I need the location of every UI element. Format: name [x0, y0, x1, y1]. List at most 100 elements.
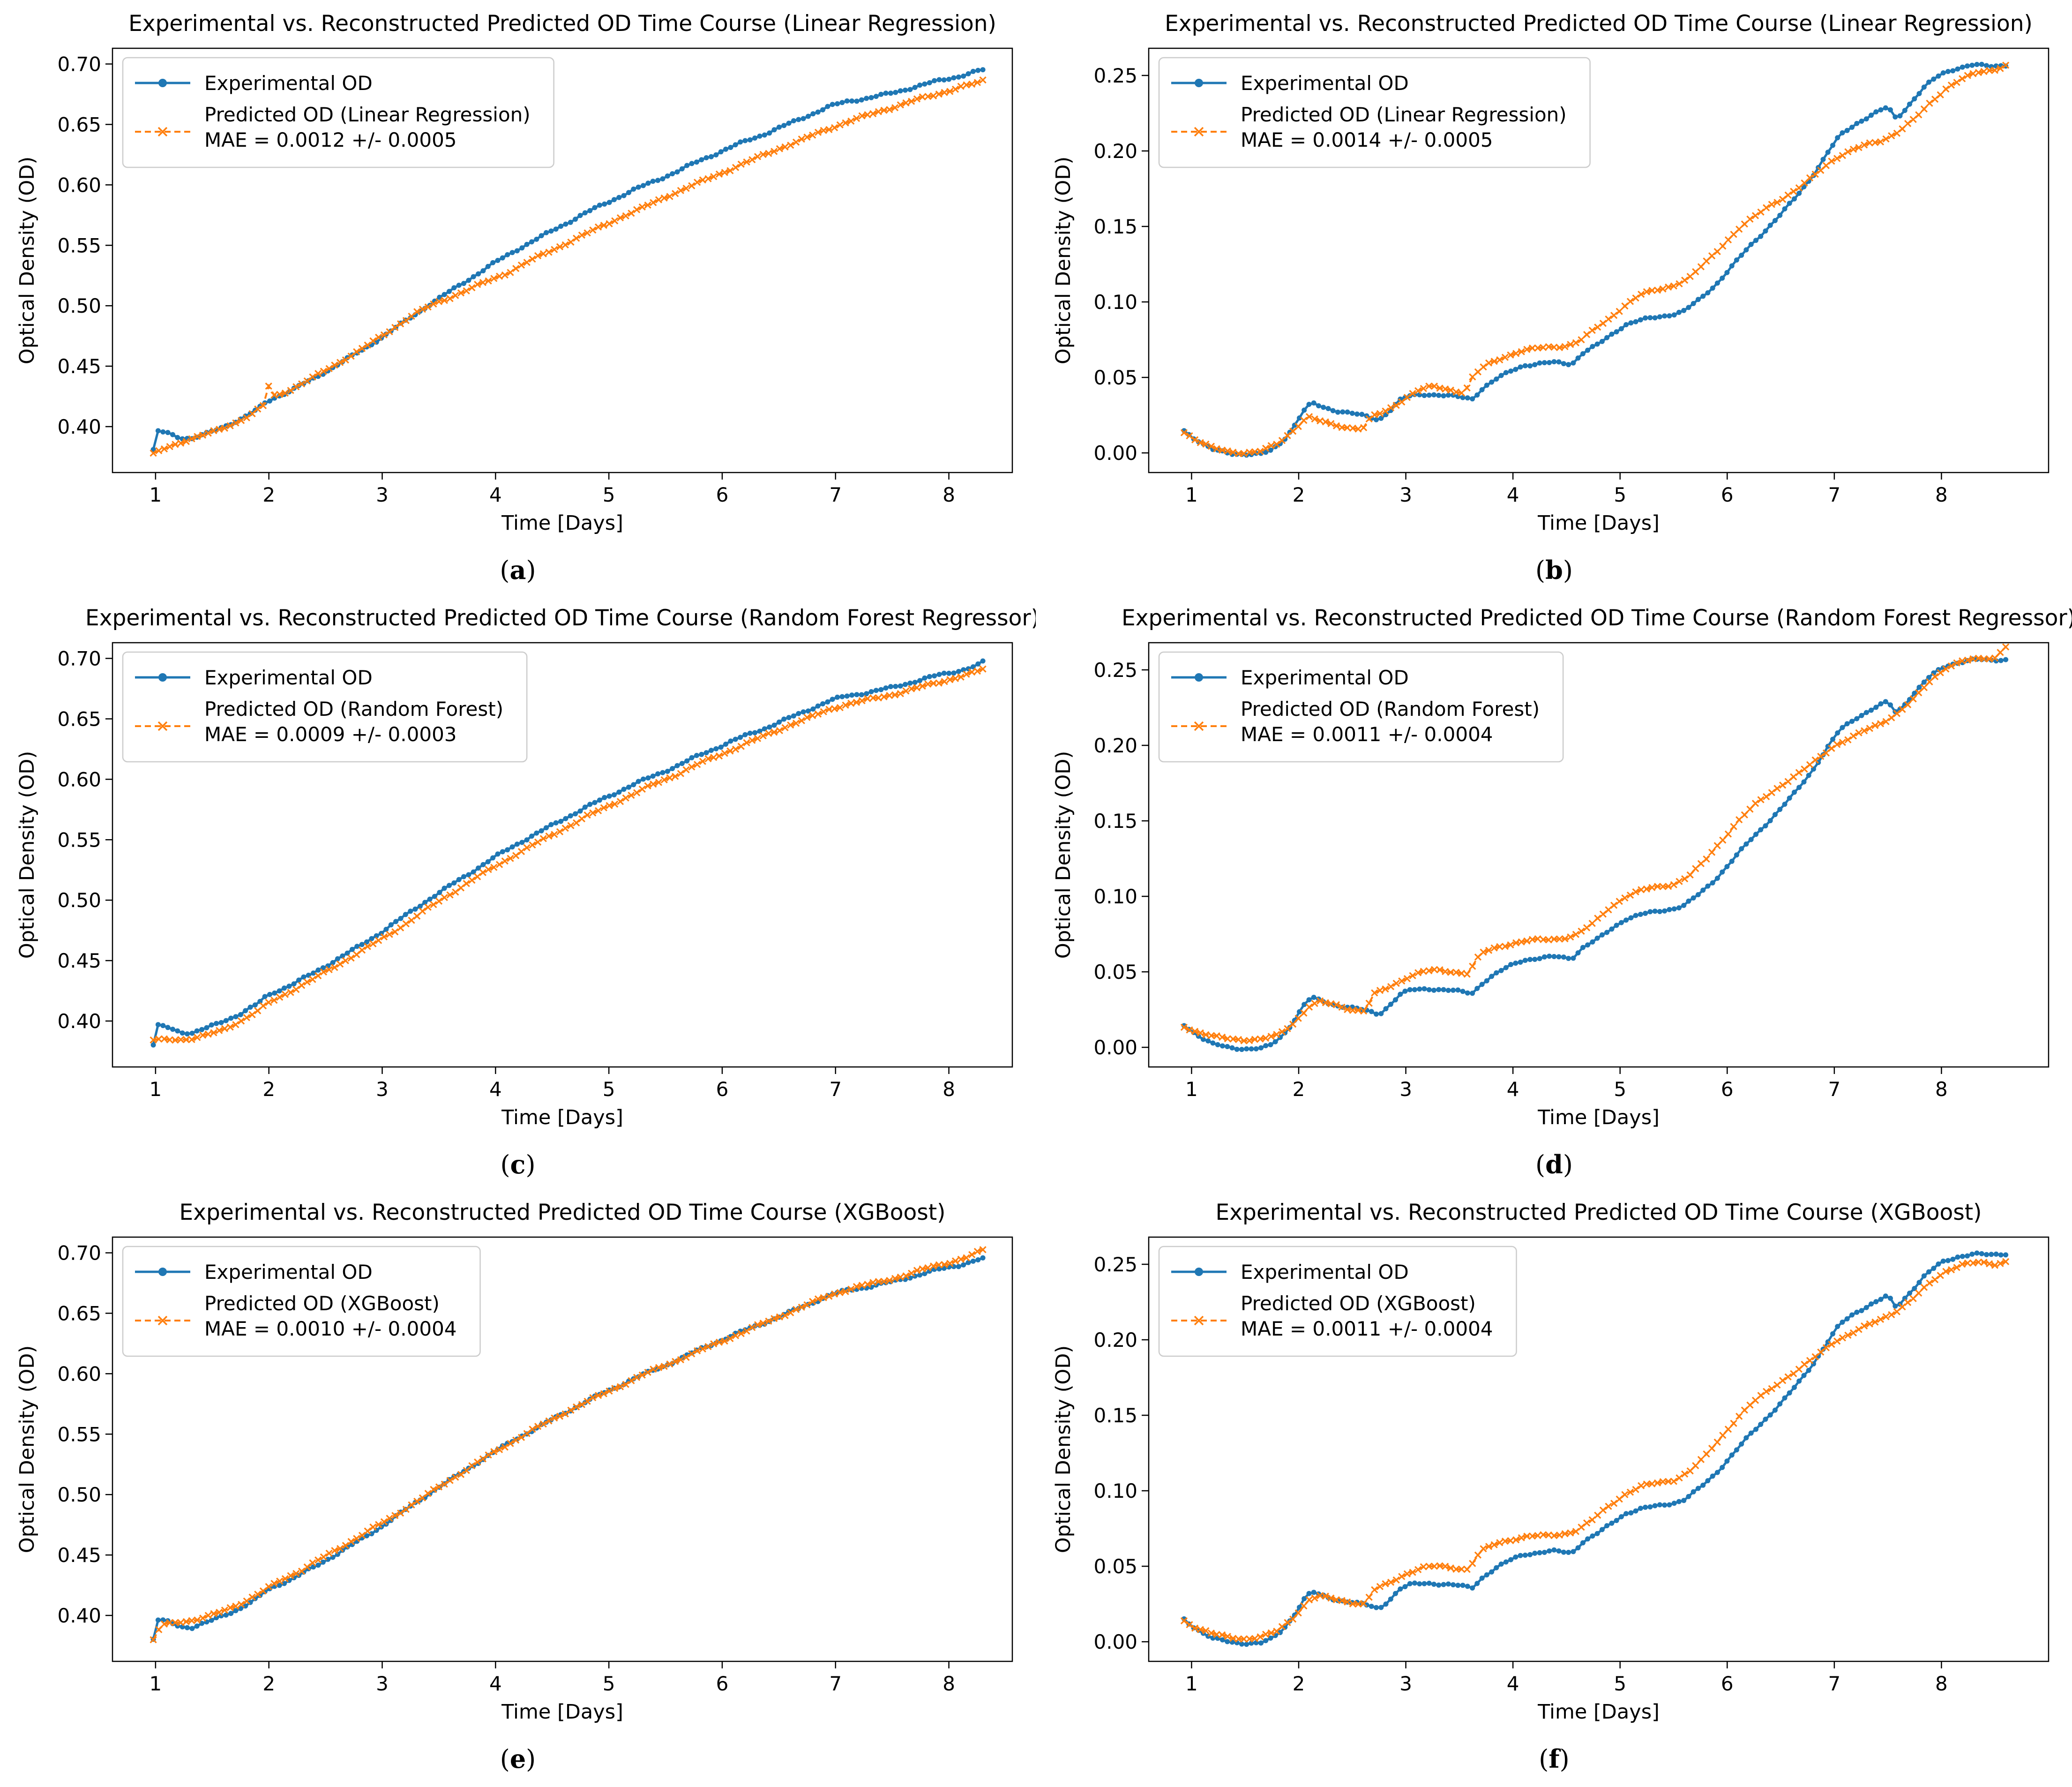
y-tick-label: 0.25: [1093, 659, 1137, 682]
legend-experimental-marker: [1195, 1268, 1203, 1276]
x-tick-label: 5: [1614, 1672, 1626, 1695]
legend: Experimental ODPredicted OD (Linear Regr…: [123, 58, 554, 167]
legend-experimental-marker: [1195, 673, 1203, 682]
x-tick-label: 1: [1185, 483, 1198, 506]
y-tick-label: 0.45: [57, 949, 101, 972]
y-tick-label: 0.65: [57, 113, 101, 136]
legend-experimental-label: Experimental OD: [204, 666, 373, 689]
x-tick-label: 6: [1721, 483, 1734, 506]
legend: Experimental ODPredicted OD (XGBoost)MAE…: [1159, 1246, 1517, 1356]
y-axis-label: Optical Density (OD): [1052, 751, 1075, 959]
legend-experimental-marker: [158, 79, 167, 87]
x-tick-label: 2: [262, 1078, 275, 1101]
x-tick-label: 3: [376, 1078, 389, 1101]
y-tick-label: 0.50: [57, 1483, 101, 1506]
caption-letter: b: [1545, 555, 1563, 585]
x-axis-label: Time [Days]: [1537, 1106, 1660, 1129]
caption-letter: c: [510, 1149, 526, 1179]
panel-caption: (c): [0, 1137, 1036, 1193]
y-tick-label: 0.70: [57, 647, 101, 670]
x-tick-label: 5: [1614, 483, 1626, 506]
chart-canvas-b: 123456780.000.050.100.150.200.25Experime…: [1036, 4, 2072, 543]
x-tick-label: 6: [1721, 1078, 1734, 1101]
legend-predicted-mae: MAE = 0.0010 +/- 0.0004: [204, 1317, 457, 1340]
y-tick-label: 0.25: [1093, 1253, 1137, 1276]
figure-grid: 1 2 3 4 5 6 7 8 0.40 0.45 0.50 0.55 0.60 0.65 0.70 Expe…: [0, 0, 2072, 1787]
y-tick-label: 0.70: [57, 53, 101, 76]
caption-letter: e: [510, 1744, 526, 1774]
x-axis-label: Time [Days]: [1537, 1700, 1660, 1724]
x-tick-label: 4: [489, 1672, 502, 1695]
chart-title: Experimental vs. Reconstructed Predicted…: [85, 605, 1036, 631]
x-tick-label: 4: [1507, 1078, 1519, 1101]
legend-predicted-label: Predicted OD (XGBoost): [204, 1292, 440, 1315]
x-axis-label: Time [Days]: [1537, 511, 1660, 535]
chart-title: Experimental vs. Reconstructed Predicted…: [1215, 1200, 1982, 1225]
x-tick-label: 6: [1721, 1672, 1734, 1695]
x-tick-label: 6: [716, 1078, 729, 1101]
x-tick-label: 1: [150, 483, 162, 506]
legend-experimental-label: Experimental OD: [1241, 1261, 1409, 1284]
x-tick-label: 5: [603, 1672, 615, 1695]
legend-predicted-label: Predicted OD (Linear Regression): [1241, 103, 1567, 126]
x-tick-label: 8: [942, 483, 955, 506]
x-axis-label: Time [Days]: [501, 1106, 623, 1129]
x-tick-label: 2: [1293, 1672, 1305, 1695]
legend-experimental-marker: [158, 1268, 167, 1276]
x-tick-label: 7: [829, 483, 842, 506]
x-tick-label: 3: [376, 1672, 389, 1695]
x-tick-label: 5: [1614, 1078, 1626, 1101]
x-tick-label: 7: [1828, 1078, 1840, 1101]
x-tick-label: 2: [262, 483, 275, 506]
x-tick-label: 6: [716, 483, 729, 506]
y-tick-label: 0.40: [57, 1010, 101, 1033]
y-tick-label: 0.60: [57, 768, 101, 791]
x-tick-label: 1: [1185, 1672, 1198, 1695]
x-axis-label: Time [Days]: [501, 1700, 623, 1724]
panel-caption: (e): [0, 1732, 1036, 1787]
legend: Experimental OD Predicted OD (XGBoost)MAE…: [123, 1246, 480, 1356]
y-tick-label: 0.55: [57, 1423, 101, 1446]
x-tick-label: 7: [1828, 483, 1840, 506]
chart-title: Experimental vs. Reconstructed Predicted…: [179, 1200, 945, 1225]
x-tick-label: 5: [603, 483, 615, 506]
chart-panel-f: 123456780.000.050.100.150.200.25Experime…: [1036, 1193, 2072, 1787]
y-tick-label: 0.10: [1093, 291, 1137, 314]
y-tick-label: 0.50: [57, 889, 101, 912]
y-tick-label: 0.45: [57, 355, 101, 378]
panel-caption: (b): [1036, 543, 2072, 598]
x-tick-label: 7: [1828, 1672, 1840, 1695]
x-tick-label: 8: [942, 1078, 955, 1101]
y-tick-label: 0.05: [1093, 1555, 1137, 1578]
x-tick-label: 4: [489, 1078, 502, 1101]
x-tick-label: 3: [1399, 483, 1412, 506]
legend: Experimental ODPredicted OD (Random Fore…: [1159, 652, 1563, 762]
x-tick-label: 2: [1293, 483, 1305, 506]
panel-caption: (d): [1036, 1137, 2072, 1193]
y-tick-label: 0.00: [1093, 1036, 1137, 1059]
x-tick-label: 5: [603, 1078, 615, 1101]
chart-canvas-a: 123456780.400.450.500.550.600.650.70Expe…: [0, 4, 1036, 543]
chart-panel-c: 123456780.400.450.500.550.600.650.70Expe…: [0, 598, 1036, 1193]
panel-caption: (f): [1036, 1732, 2072, 1787]
y-tick-label: 0.15: [1093, 810, 1137, 833]
x-tick-label: 4: [1507, 1672, 1519, 1695]
y-tick-label: 0.55: [57, 234, 101, 257]
y-tick-label: 0.20: [1093, 1329, 1137, 1352]
chart-title: Experimental vs. Reconstructed Predicted…: [1122, 605, 2072, 631]
x-tick-label: 8: [1935, 483, 1948, 506]
y-tick-label: 0.05: [1093, 961, 1137, 984]
legend-experimental-marker: [1195, 79, 1203, 87]
legend-experimental-label: Experimental OD: [1241, 666, 1409, 689]
x-tick-label: 1: [1185, 1078, 1198, 1101]
y-tick-label: 0.20: [1093, 734, 1137, 757]
chart-title: Experimental vs. Reconstructed Predicted…: [1165, 11, 2033, 37]
x-tick-label: 4: [1507, 483, 1519, 506]
y-tick-label: 0.40: [57, 415, 101, 438]
legend-predicted-mae: MAE = 0.0009 +/- 0.0003: [204, 723, 457, 746]
chart-panel-a: 123456780.400.450.500.550.600.650.70Expe…: [0, 4, 1036, 598]
x-tick-label: 3: [1399, 1078, 1412, 1101]
y-tick-label: 0.15: [1093, 1404, 1137, 1427]
x-tick-label: 3: [1399, 1672, 1412, 1695]
legend-experimental-label: Experimental OD: [204, 1261, 373, 1284]
